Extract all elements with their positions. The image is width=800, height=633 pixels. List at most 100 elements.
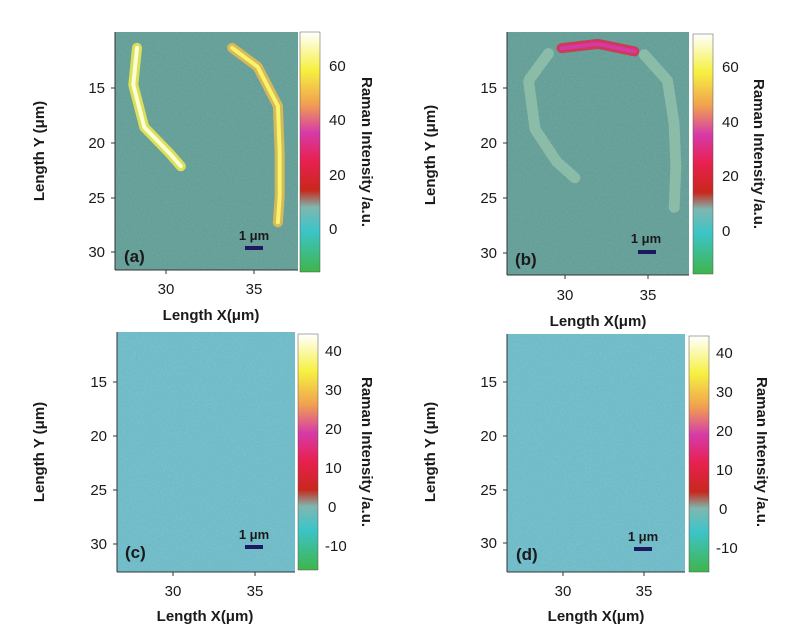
colorbar: -10 0 10 20 30 40 Raman Intensity /a.u.	[688, 335, 770, 573]
colorbar-tick-label: 10	[325, 460, 342, 477]
x-axis-title: Length X(μm)	[163, 307, 260, 324]
heatmap-strands	[128, 42, 285, 228]
x-tick-label: 30	[557, 287, 574, 304]
y-axis: 15 20 25 30 Length Y (μm)	[422, 32, 508, 275]
panel-label: (d)	[516, 545, 538, 564]
x-tick-label: 30	[555, 583, 572, 600]
y-tick-label: 15	[90, 374, 107, 391]
y-axis: 15 20 25 30 Length Y (μm)	[31, 32, 116, 270]
heatmap-grain	[507, 334, 685, 572]
scale-bar-line	[634, 547, 652, 551]
y-tick-label: 30	[480, 245, 497, 262]
x-tick-label: 35	[247, 583, 264, 600]
y-tick-label: 30	[90, 536, 107, 553]
colorbar-tick-label: 40	[716, 345, 733, 362]
colorbar-tick-label: 20	[716, 423, 733, 440]
panel-label: (a)	[124, 247, 145, 266]
colorbar-title: Raman Intensity /a.u.	[358, 377, 375, 527]
heatmap-strands	[523, 38, 682, 216]
y-tick-label: 15	[88, 80, 105, 97]
y-tick-label: 15	[480, 374, 497, 391]
y-tick-label: 25	[480, 190, 497, 207]
strand-halo-2	[523, 48, 581, 184]
y-tick-label: 25	[88, 190, 105, 207]
x-tick-label: 35	[636, 583, 653, 600]
colorbar-tick-label: 20	[722, 168, 739, 185]
scale-bar: 1 μm	[631, 231, 661, 254]
scale-bar-line	[245, 545, 263, 549]
colorbar-gradient	[692, 33, 714, 275]
y-axis-title: Length Y (μm)	[31, 402, 48, 502]
colorbar-tick-label: 20	[325, 421, 342, 438]
colorbar-tick-label: 60	[722, 59, 739, 76]
y-axis: 15 20 25 30 Length Y (μm)	[422, 334, 508, 572]
colorbar-tick-label: 40	[329, 112, 346, 129]
colorbar-tick-label: 0	[722, 223, 730, 240]
scale-bar: 1 μm	[628, 529, 658, 551]
colorbar-tick-label: 10	[716, 462, 733, 479]
colorbar-tick-label: 30	[716, 384, 733, 401]
y-tick-label: 15	[480, 80, 497, 97]
heatmap-grain	[115, 32, 298, 270]
x-axis: 30 35 Length X(μm)	[117, 571, 295, 625]
colorbar-tick-label: 0	[329, 221, 337, 238]
panel-label: (b)	[515, 250, 537, 269]
colorbar-tick-label: 40	[325, 343, 342, 360]
colorbar-tick-label: -10	[716, 540, 738, 557]
scale-bar: 1 μm	[239, 228, 269, 250]
colorbar-gradient	[297, 333, 319, 571]
colorbar-gradient	[299, 31, 321, 273]
scale-bar-label: 1 μm	[628, 529, 658, 544]
strand-1	[131, 45, 183, 169]
x-axis: 30 35 Length X(μm)	[507, 274, 689, 330]
panel-b: 1 μm (b) 30 35 Length X(μm) 15 20 25 30 …	[422, 32, 767, 330]
colorbar-title: Raman Intensity /a.u.	[750, 79, 767, 229]
colorbar-tick-label: 30	[325, 382, 342, 399]
colorbar-tick-label: 0	[328, 499, 336, 516]
strand-1	[559, 41, 637, 54]
scale-bar-label: 1 μm	[631, 231, 661, 246]
y-tick-label: 20	[480, 428, 497, 445]
scale-bar-label: 1 μm	[239, 527, 269, 542]
y-tick-label: 20	[88, 135, 105, 152]
y-axis-title: Length Y (μm)	[422, 402, 439, 502]
scale-bar: 1 μm	[239, 527, 269, 549]
y-tick-label: 20	[480, 135, 497, 152]
colorbar-tick-label: -10	[325, 538, 347, 555]
x-tick-label: 30	[165, 583, 182, 600]
y-tick-label: 25	[90, 482, 107, 499]
y-axis: 15 20 25 30 Length Y (μm)	[31, 332, 118, 572]
strand-halo-3	[638, 49, 682, 216]
colorbar-gradient	[688, 335, 710, 573]
y-tick-label: 30	[88, 244, 105, 261]
colorbar-tick-label: 40	[722, 114, 739, 131]
colorbar: 0 20 40 60 Raman Intensity /a.u.	[299, 31, 375, 273]
colorbar-title: Raman Intensity /a.u.	[358, 77, 375, 227]
scale-bar-label: 1 μm	[239, 228, 269, 243]
colorbar: 0 20 40 60 Raman Intensity /a.u.	[692, 33, 767, 275]
x-tick-label: 35	[640, 287, 657, 304]
strand-2	[230, 45, 282, 225]
x-axis-title: Length X(μm)	[550, 313, 647, 330]
panel-c: 1 μm (c) 30 35 Length X(μm) 15 20 25 30 …	[31, 332, 375, 625]
y-axis-title: Length Y (μm)	[31, 101, 48, 201]
colorbar-tick-label: 60	[329, 58, 346, 75]
panel-d: 1 μm (d) 30 35 Length X(μm) 15 20 25 30 …	[422, 334, 770, 625]
x-tick-label: 35	[246, 281, 263, 298]
y-tick-label: 25	[480, 482, 497, 499]
scale-bar-line	[245, 246, 263, 250]
colorbar-tick-label: 20	[329, 167, 346, 184]
y-axis-title: Length Y (μm)	[422, 105, 439, 205]
heatmap-grain	[117, 332, 295, 572]
colorbar-title: Raman Intensity /a.u.	[753, 377, 770, 527]
x-tick-label: 30	[158, 281, 175, 298]
panel-label: (c)	[125, 543, 146, 562]
x-axis-title: Length X(μm)	[157, 608, 254, 625]
colorbar-tick-label: 0	[719, 501, 727, 518]
y-tick-label: 30	[480, 535, 497, 552]
colorbar: -10 0 10 20 30 40 Raman Intensity /a.u.	[297, 333, 375, 571]
scale-bar-line	[638, 250, 656, 254]
x-axis: 30 35 Length X(μm)	[507, 571, 685, 625]
y-tick-label: 20	[90, 428, 107, 445]
